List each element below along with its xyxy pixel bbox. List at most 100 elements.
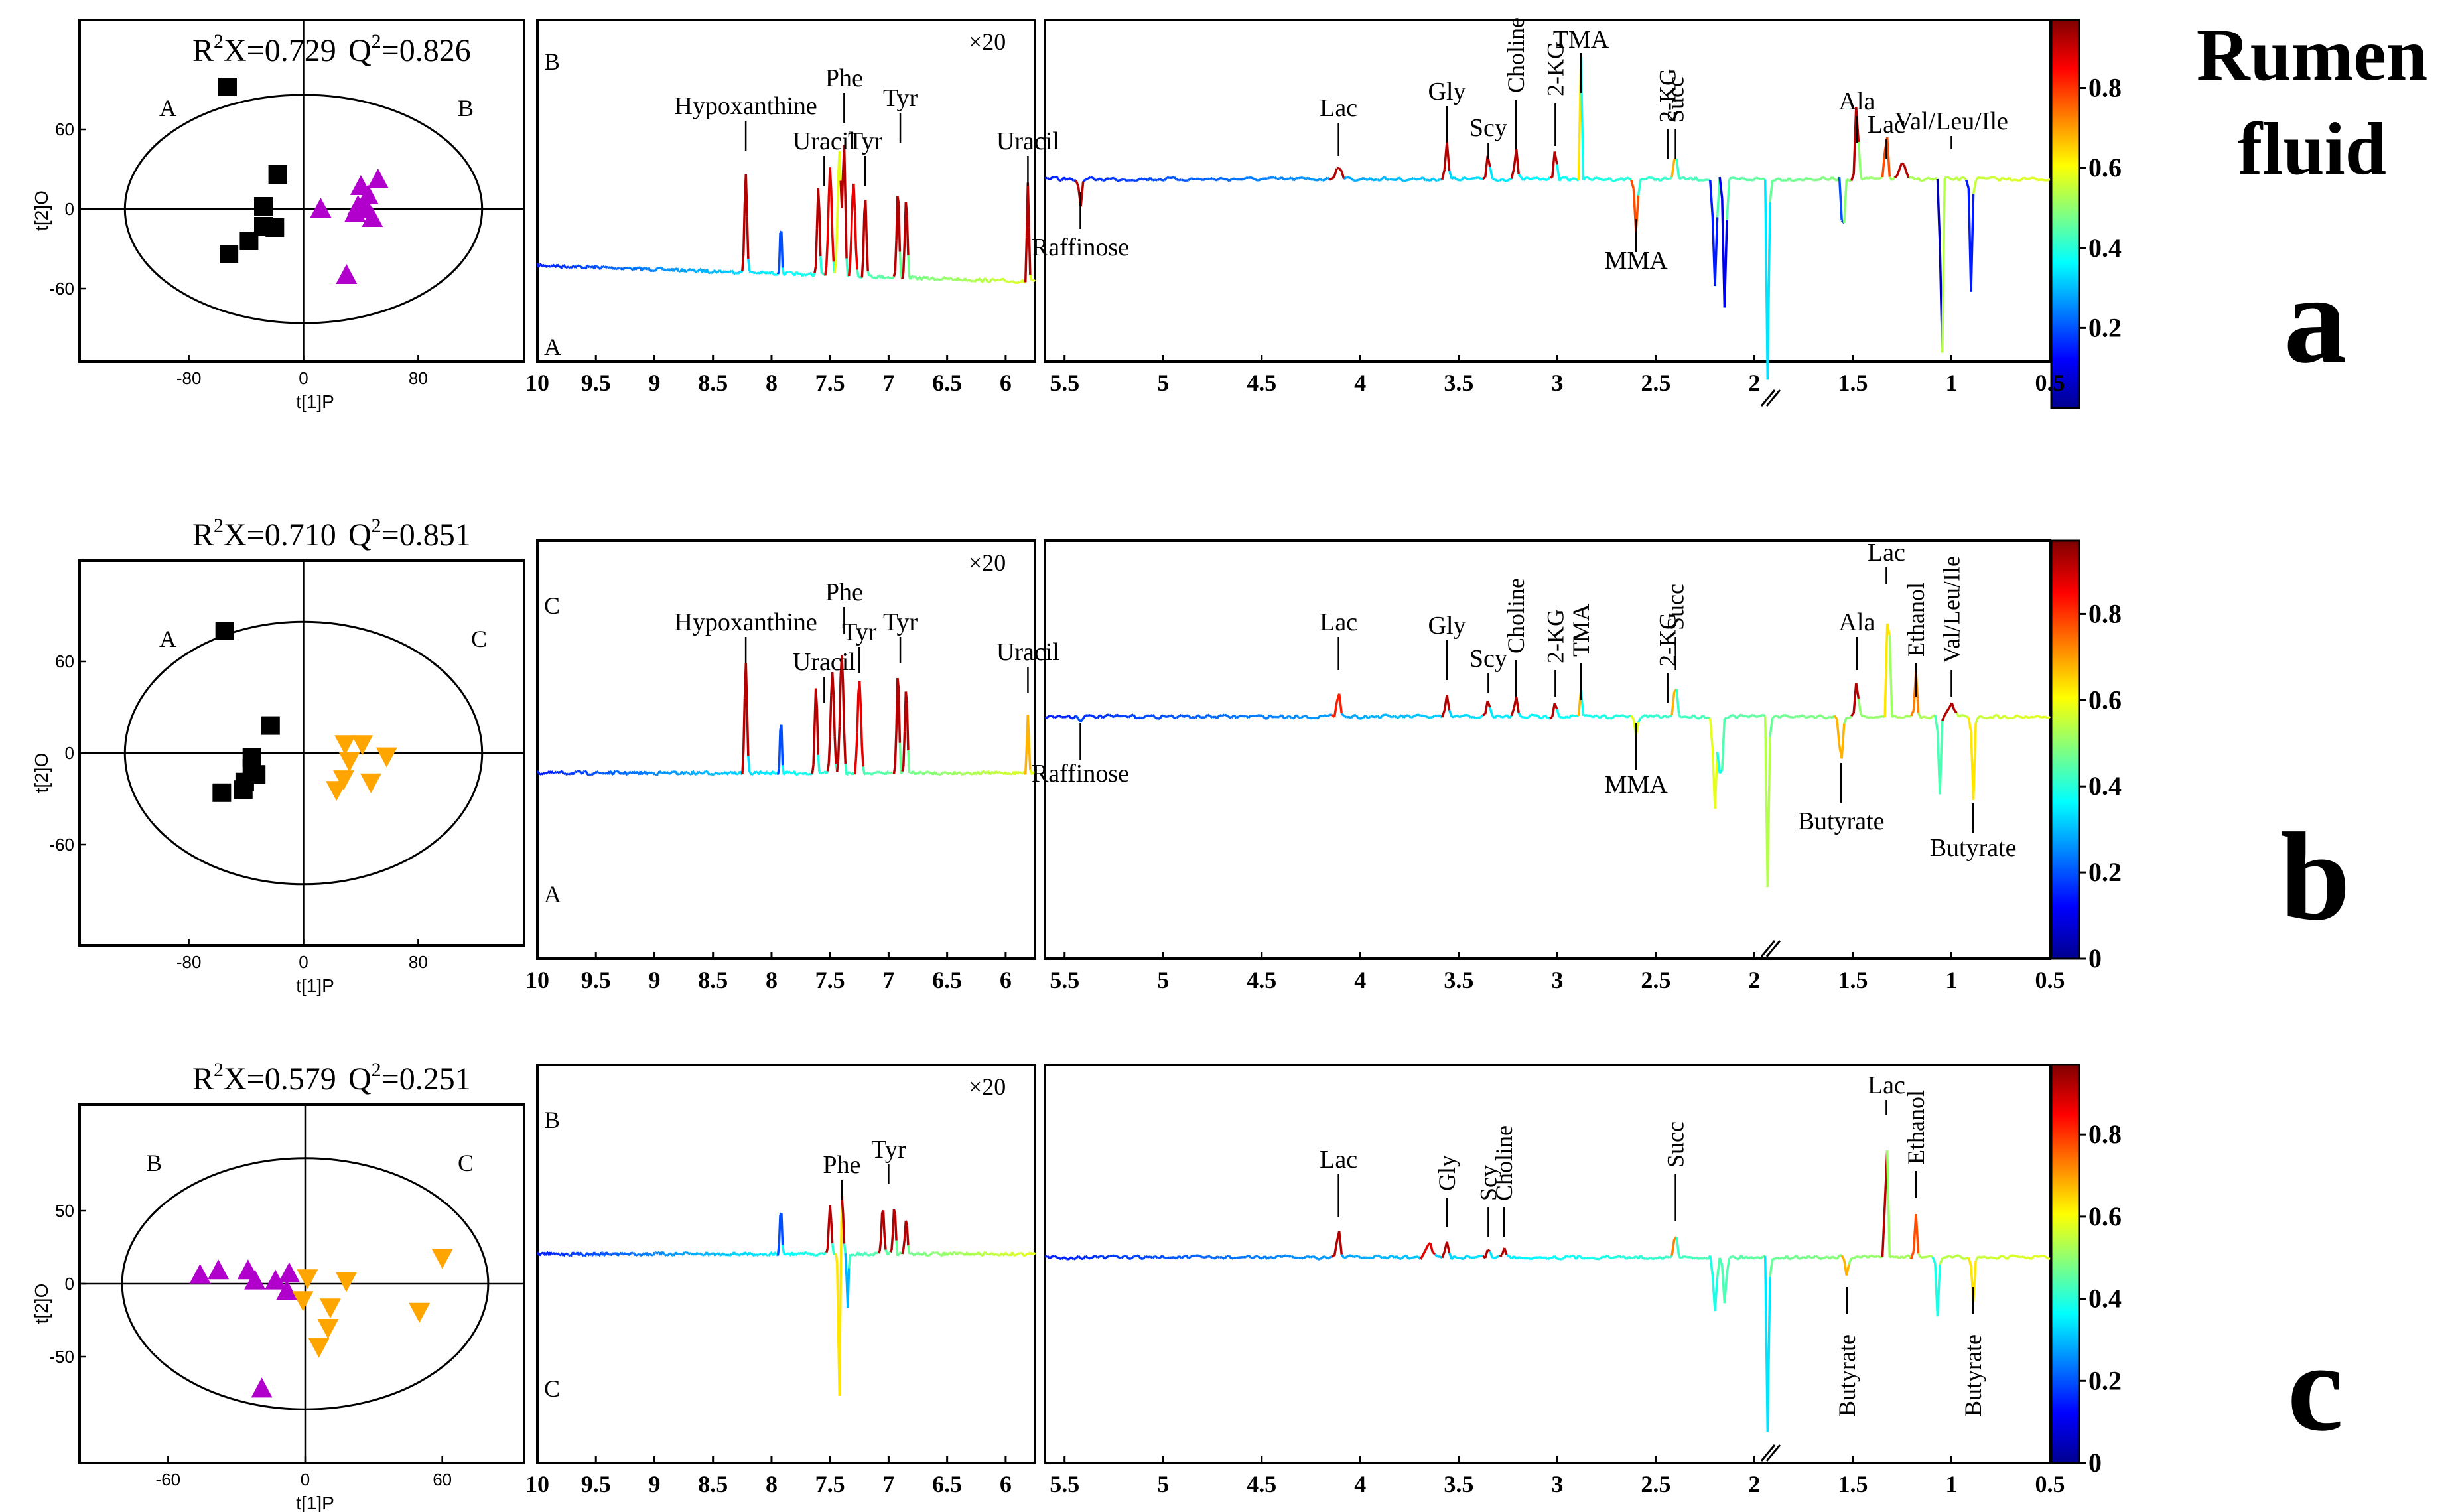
spectrum-segment (1109, 177, 1113, 180)
spectrum-segment (1255, 714, 1259, 718)
spectrum-segment (630, 1251, 633, 1255)
spectrum-segment (543, 264, 547, 267)
spectrum-segment (1247, 1254, 1252, 1259)
spectrum-segment (1331, 1255, 1335, 1258)
spectrum-segment (664, 269, 667, 272)
spectrum-segment (817, 1253, 821, 1257)
spectrum-segment (1422, 1249, 1427, 1256)
ppm-tick-label: 8 (766, 1471, 778, 1497)
spectrum-segment (1846, 178, 1850, 182)
spectrum-segment (1891, 176, 1895, 182)
score-point-B (244, 1269, 266, 1290)
spectrum-segment (1176, 715, 1180, 719)
spectrum-segment (1016, 281, 1020, 285)
spectrum-segment (937, 772, 940, 776)
spectrum-segment (1934, 715, 1939, 732)
spectrum-segment (1561, 176, 1565, 179)
spectrum-segment (1386, 1255, 1391, 1260)
spectrum-segment (1659, 716, 1663, 719)
spectrum-segment (1441, 1251, 1446, 1259)
score-point-A (220, 245, 239, 263)
spectrum-segment (1530, 176, 1534, 181)
score-plot-title-r2x: R2X=0.710 (192, 515, 336, 553)
spectrum-segment (746, 216, 750, 259)
spectrum-segment (1326, 713, 1331, 718)
spectrum-segment (1436, 178, 1441, 182)
spectrum-segment (1829, 715, 1833, 719)
spectrum-segment (1669, 714, 1672, 718)
spectrum-segment (1766, 1276, 1771, 1432)
spectrum-panel-b-aromatic: 10 9.5 9 8.5 8 7.5 7 6.5 6×20CAHypoxanthineUraci… (525, 549, 1059, 993)
spectrum-segment (1530, 1257, 1534, 1261)
spectrum-segment (1905, 172, 1910, 178)
ppm-tick-label: 5 (1157, 1471, 1169, 1497)
spectrum-segment (1418, 177, 1421, 181)
spectrum-segment (971, 1252, 975, 1256)
spectrum-segment (1369, 176, 1374, 182)
score-point-A (239, 232, 259, 250)
spectrum-segment (596, 770, 599, 774)
peak-annotation: Succ (1663, 1121, 1689, 1168)
ppm-tick-label: 5.5 (1050, 370, 1079, 396)
spectrum-segment (1221, 713, 1225, 717)
spectrum-segment (568, 265, 572, 269)
spectrum-segment (807, 1252, 809, 1255)
spectrum-segment (902, 240, 906, 272)
spectrum-segment (2020, 176, 2025, 181)
spectrum-segment (1692, 714, 1697, 719)
spectrum-segment (1092, 715, 1096, 719)
spectrum-segment (845, 258, 849, 277)
spectrum-segment (598, 1254, 601, 1257)
spectrum-segment (1147, 714, 1151, 717)
spectrum-segment (1824, 1255, 1828, 1259)
spectrum-segment (614, 770, 616, 773)
spectrum-segment (774, 1252, 778, 1256)
spectrum-segment (781, 765, 785, 775)
spectrum-segment (1611, 1256, 1615, 1260)
spectrum-segment (689, 1252, 691, 1255)
spectrum-segment (817, 754, 821, 772)
spectrum-segment (1528, 1257, 1531, 1261)
spectrum-segment (1119, 1256, 1122, 1259)
spectrum-segment (919, 770, 922, 774)
spectrum-segment (1645, 176, 1649, 181)
spectrum-segment (1235, 715, 1240, 719)
ppm-tick-label: 7 (882, 1471, 894, 1497)
spectrum-segment (878, 1239, 882, 1251)
spectrum-segment (1393, 1255, 1398, 1259)
axis-break-mark (1760, 389, 1776, 407)
spectrum-segment (1840, 1255, 1846, 1261)
spectrum-segment (1324, 714, 1328, 718)
spectrum-segment (1795, 1255, 1800, 1260)
spectrum-segment (865, 241, 869, 271)
spectrum-segment (1467, 177, 1471, 181)
spectrum-segment (896, 677, 900, 689)
x-tick-label: -80 (176, 368, 202, 388)
spectrum-segment (1467, 714, 1472, 719)
spectrum-segment (1927, 176, 1931, 180)
spectrum-segment (1116, 713, 1120, 717)
score-plot-title-q2: Q2=0.851 (348, 515, 471, 553)
ppm-tick-label: 5 (1157, 370, 1169, 396)
spectrum-segment (996, 771, 999, 774)
score-point-A (218, 78, 237, 96)
spectrum-segment (1958, 176, 1962, 182)
spectrum-segment (1670, 1239, 1676, 1256)
aromatic-b-frame (536, 539, 1036, 960)
spectrum-segment (1652, 715, 1656, 719)
spectrum-segment (884, 1249, 888, 1253)
spectrum-segment (826, 1225, 831, 1249)
spectrum-segment (1621, 714, 1625, 717)
spectrum-segment (1883, 623, 1889, 717)
spectrum-segment (772, 1252, 776, 1257)
ppm-tick-label: 10 (525, 1471, 549, 1497)
spectrum-segment (1317, 178, 1321, 182)
spectrum-segment (559, 770, 563, 774)
spectrum-segment (626, 772, 630, 776)
spectrum-segment (1563, 715, 1568, 719)
spectrum-segment (1329, 178, 1333, 181)
spectrum-segment (1003, 279, 1006, 283)
peak-annotation: Uracil (996, 127, 1059, 155)
spectrum-segment (1022, 1254, 1025, 1257)
